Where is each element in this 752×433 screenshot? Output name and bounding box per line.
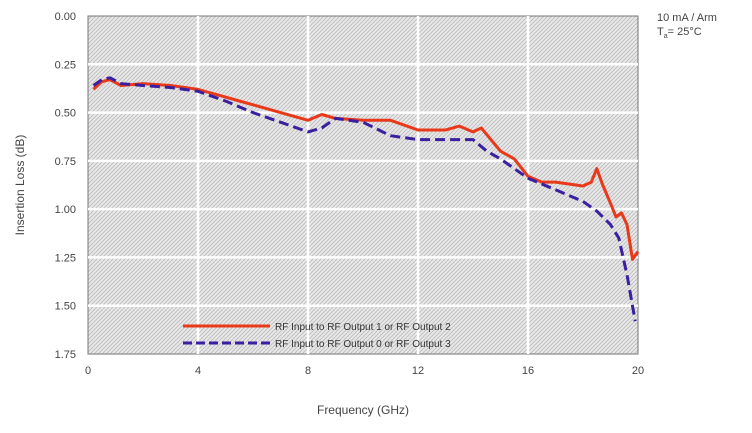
- legend: RF Input to RF Output 1 or RF Output 2 R…: [183, 322, 451, 350]
- y-tick-label: 0.25: [55, 59, 76, 71]
- y-tick-label: 1.00: [55, 204, 76, 216]
- x-tick-label: 0: [85, 365, 91, 377]
- x-tick-label: 16: [522, 365, 534, 377]
- grid-lines: [88, 16, 638, 354]
- legend-label-series-1: RF Input to RF Output 1 or RF Output 2: [275, 322, 451, 333]
- y-tick-label: 1.75: [55, 349, 76, 361]
- x-tick-labels: 0 4 8 12 16 20: [85, 365, 644, 377]
- x-tick-label: 4: [195, 365, 201, 377]
- x-axis-label: Frequency (GHz): [317, 403, 409, 417]
- condition-temp-sub: a: [663, 33, 668, 41]
- condition-temp-prefix: T: [657, 26, 664, 38]
- y-tick-label: 1.50: [55, 301, 76, 313]
- condition-temperature: Ta= 25°C: [657, 25, 717, 44]
- y-tick-label: 0.75: [55, 156, 76, 168]
- y-tick-label: 0.50: [55, 108, 76, 120]
- series-line-1: [92, 78, 640, 261]
- condition-current: 10 mA / Arm: [657, 12, 717, 24]
- legend-label-series-2: RF Input to RF Output 0 or RF Output 3: [275, 339, 451, 350]
- x-tick-label: 12: [412, 365, 424, 377]
- plot-area: [87, 15, 639, 355]
- x-tick-label: 8: [305, 365, 311, 377]
- condition-temp-suffix: = 25°C: [667, 26, 702, 38]
- test-conditions: 10 mA / Arm Ta= 25°C: [657, 11, 717, 44]
- y-axis-label: Insertion Loss (dB): [13, 135, 27, 236]
- y-tick-label: 1.25: [55, 252, 76, 264]
- y-tick-labels: 0.00 0.25 0.50 0.75 1.00 1.25 1.50 1.75: [55, 11, 76, 361]
- y-tick-label: 0.00: [55, 11, 76, 23]
- series-line-2: [92, 76, 637, 322]
- series-lines: [92, 76, 640, 322]
- x-tick-label: 20: [632, 365, 644, 377]
